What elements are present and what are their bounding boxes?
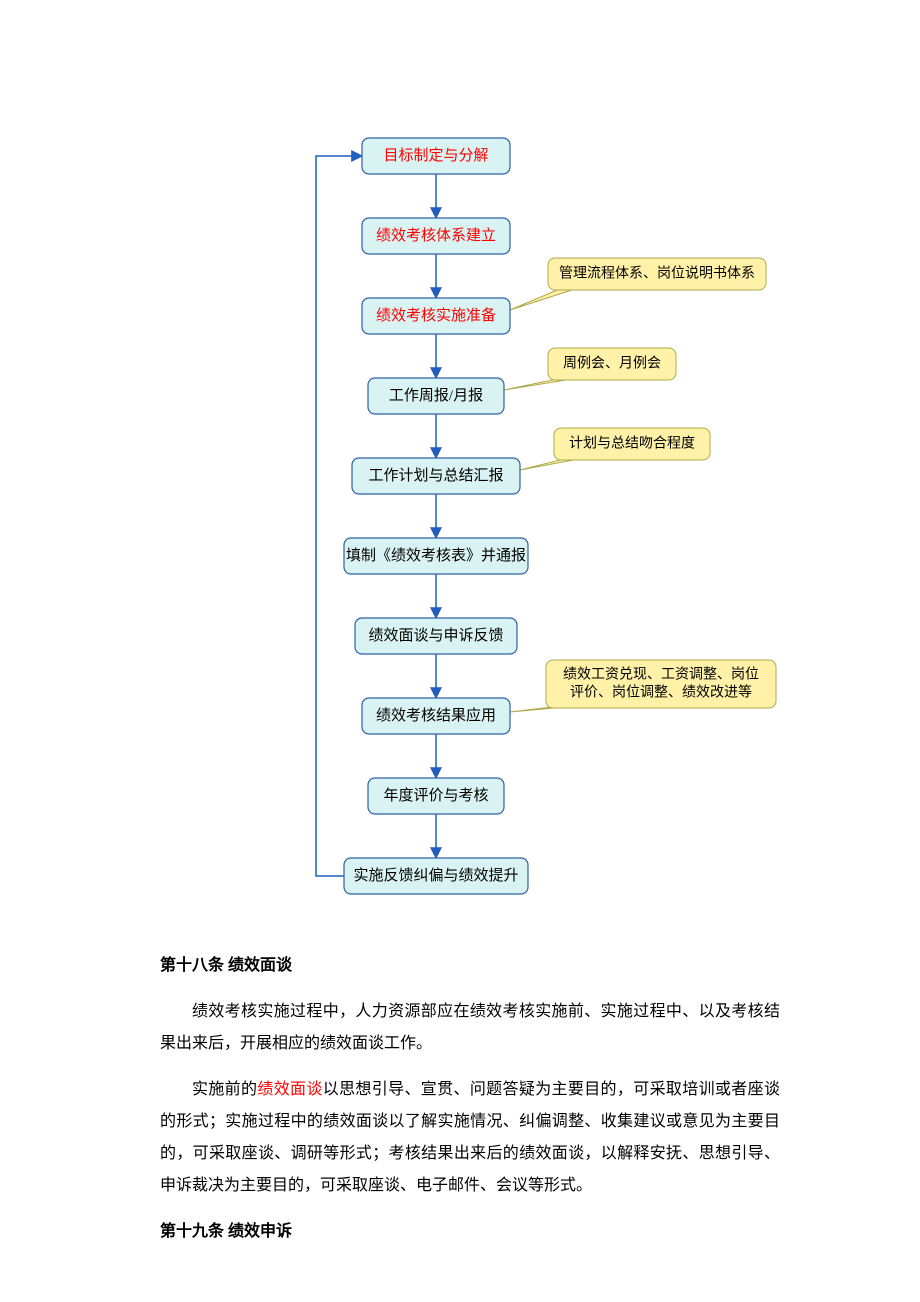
svg-text:评价、岗位调整、绩效改进等: 评价、岗位调整、绩效改进等 [570, 684, 752, 701]
flow-node: 目标制定与分解 [362, 138, 510, 174]
page: 管理流程体系、岗位说明书体系周例会、月例会计划与总结吻合程度绩效工资兑现、工资调… [0, 0, 920, 1302]
callout: 绩效工资兑现、工资调整、岗位评价、岗位调整、绩效改进等 [510, 660, 776, 712]
flowchart-diagram: 管理流程体系、岗位说明书体系周例会、月例会计划与总结吻合程度绩效工资兑现、工资调… [0, 0, 920, 940]
svg-text:年度评价与考核: 年度评价与考核 [383, 787, 488, 804]
flow-node: 填制《绩效考核表》并通报 [344, 538, 528, 574]
svg-text:管理流程体系、岗位说明书体系: 管理流程体系、岗位说明书体系 [559, 266, 755, 282]
svg-text:绩效工资兑现、工资调整、岗位: 绩效工资兑现、工资调整、岗位 [563, 667, 759, 683]
flow-node: 绩效面谈与申诉反馈 [355, 618, 517, 654]
svg-text:绩效考核体系建立: 绩效考核体系建立 [376, 227, 496, 244]
p2-red-term: 绩效面谈 [257, 1081, 322, 1098]
document-body: 第十八条 绩效面谈 绩效考核实施过程中，人力资源部应在绩效考核实施前、实施过程中… [160, 950, 780, 1262]
svg-text:计划与总结吻合程度: 计划与总结吻合程度 [569, 436, 695, 452]
flow-node: 绩效考核实施准备 [362, 298, 510, 334]
callout: 计划与总结吻合程度 [520, 428, 710, 470]
article-18-heading: 第十八条 绩效面谈 [160, 950, 780, 982]
svg-text:工作计划与总结汇报: 工作计划与总结汇报 [368, 467, 503, 484]
svg-text:目标制定与分解: 目标制定与分解 [383, 147, 488, 164]
callout: 周例会、月例会 [504, 348, 676, 390]
flow-node: 年度评价与考核 [368, 778, 504, 814]
article-19-heading: 第十九条 绩效申诉 [160, 1216, 780, 1248]
article-18-para-1: 绩效考核实施过程中，人力资源部应在绩效考核实施前、实施过程中、以及考核结果出来后… [160, 996, 780, 1060]
svg-text:工作周报/月报: 工作周报/月报 [389, 387, 483, 404]
svg-text:绩效面谈与申诉反馈: 绩效面谈与申诉反馈 [368, 627, 503, 644]
flow-node: 绩效考核体系建立 [362, 218, 510, 254]
svg-text:绩效考核实施准备: 绩效考核实施准备 [376, 307, 496, 324]
svg-text:绩效考核结果应用: 绩效考核结果应用 [376, 706, 496, 724]
flow-node: 工作计划与总结汇报 [352, 458, 520, 494]
flow-node: 工作周报/月报 [368, 378, 504, 414]
svg-text:周例会、月例会: 周例会、月例会 [563, 356, 661, 372]
svg-text:实施反馈纠偏与绩效提升: 实施反馈纠偏与绩效提升 [353, 867, 518, 884]
article-18-para-2: 实施前的绩效面谈以思想引导、宣贯、问题答疑为主要目的，可采取培训或者座谈的形式；… [160, 1074, 780, 1202]
flow-node: 实施反馈纠偏与绩效提升 [344, 858, 528, 894]
flow-node: 绩效考核结果应用 [362, 698, 510, 734]
p2-prefix: 实施前的 [192, 1081, 257, 1098]
callout: 管理流程体系、岗位说明书体系 [510, 258, 766, 310]
svg-text:填制《绩效考核表》并通报: 填制《绩效考核表》并通报 [346, 547, 526, 564]
